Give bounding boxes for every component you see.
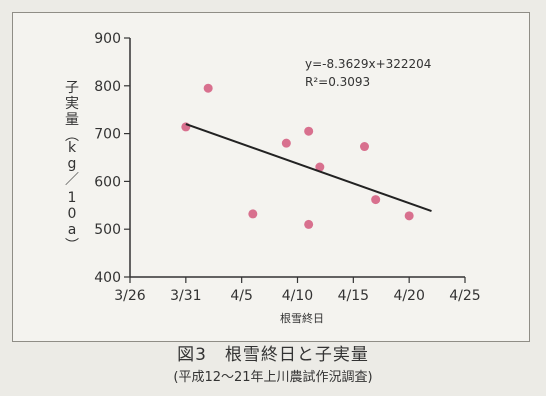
- y-axis-label-char: ／: [65, 172, 79, 188]
- y-axis-label-char: g: [68, 156, 77, 172]
- trendline: [185, 123, 432, 212]
- y-tick-label: 600: [94, 174, 121, 190]
- data-points: [181, 83, 414, 229]
- axes: [124, 37, 466, 283]
- y-tick-label: 800: [94, 79, 121, 95]
- y-tick-label: 400: [94, 270, 121, 286]
- data-point: [304, 126, 314, 136]
- y-axis-label: 子実量︵kg／ 10a︶: [65, 80, 79, 254]
- y-axis-label-char: ︵: [65, 128, 79, 144]
- x-tick-label: 4/20: [393, 288, 424, 304]
- data-point: [404, 211, 414, 221]
- y-axis-label-char: 量: [65, 112, 79, 128]
- data-point: [304, 219, 314, 229]
- scatter-chart: 400 500 600 700 800 900 3/26 3/31 4/5 4/10 4/15 4/2…: [65, 31, 481, 325]
- y-axis-label-char: a: [68, 222, 77, 238]
- x-axis-label: 根雪終日: [280, 311, 324, 325]
- data-point: [360, 142, 369, 152]
- y-axis-label-char: 1: [68, 190, 77, 206]
- y-axis-label-char: 実: [65, 96, 79, 112]
- y-tick-label: 900: [94, 31, 121, 47]
- data-point: [371, 195, 381, 205]
- data-point: [248, 209, 258, 219]
- y-axis-label-char: 子: [65, 80, 79, 96]
- x-tick-label: 3/26: [114, 288, 146, 304]
- data-point: [281, 138, 291, 148]
- trendline-group: [185, 123, 432, 212]
- figure-title: 図3 根雪終日と子実量: [177, 345, 369, 365]
- data-point: [181, 122, 191, 132]
- regression-equation: y=-8.3629x+322204: [305, 57, 431, 71]
- chart-frame: [12, 12, 530, 342]
- y-axis-label-char: 0: [68, 206, 77, 222]
- x-tick-label: 4/10: [282, 288, 313, 304]
- r-squared-label: R²=0.3093: [305, 75, 370, 89]
- x-tick-label: 4/5: [230, 288, 253, 304]
- tick-labels: 400 500 600 700 800 900 3/26 3/31 4/5 4/10 4/15 4/2…: [94, 31, 480, 304]
- x-tick-label: 4/15: [338, 288, 369, 304]
- x-tick-label: 4/25: [449, 288, 480, 304]
- x-tick-label: 3/31: [170, 288, 201, 304]
- figure-subtitle: (平成12～21年上川農試作況調査): [173, 370, 373, 385]
- y-axis-label-char: k: [68, 140, 77, 156]
- y-tick-label: 700: [94, 127, 121, 143]
- data-point: [315, 162, 325, 172]
- data-point: [203, 83, 213, 93]
- y-axis-label-char: ︶: [65, 238, 79, 254]
- y-tick-label: 500: [94, 222, 121, 238]
